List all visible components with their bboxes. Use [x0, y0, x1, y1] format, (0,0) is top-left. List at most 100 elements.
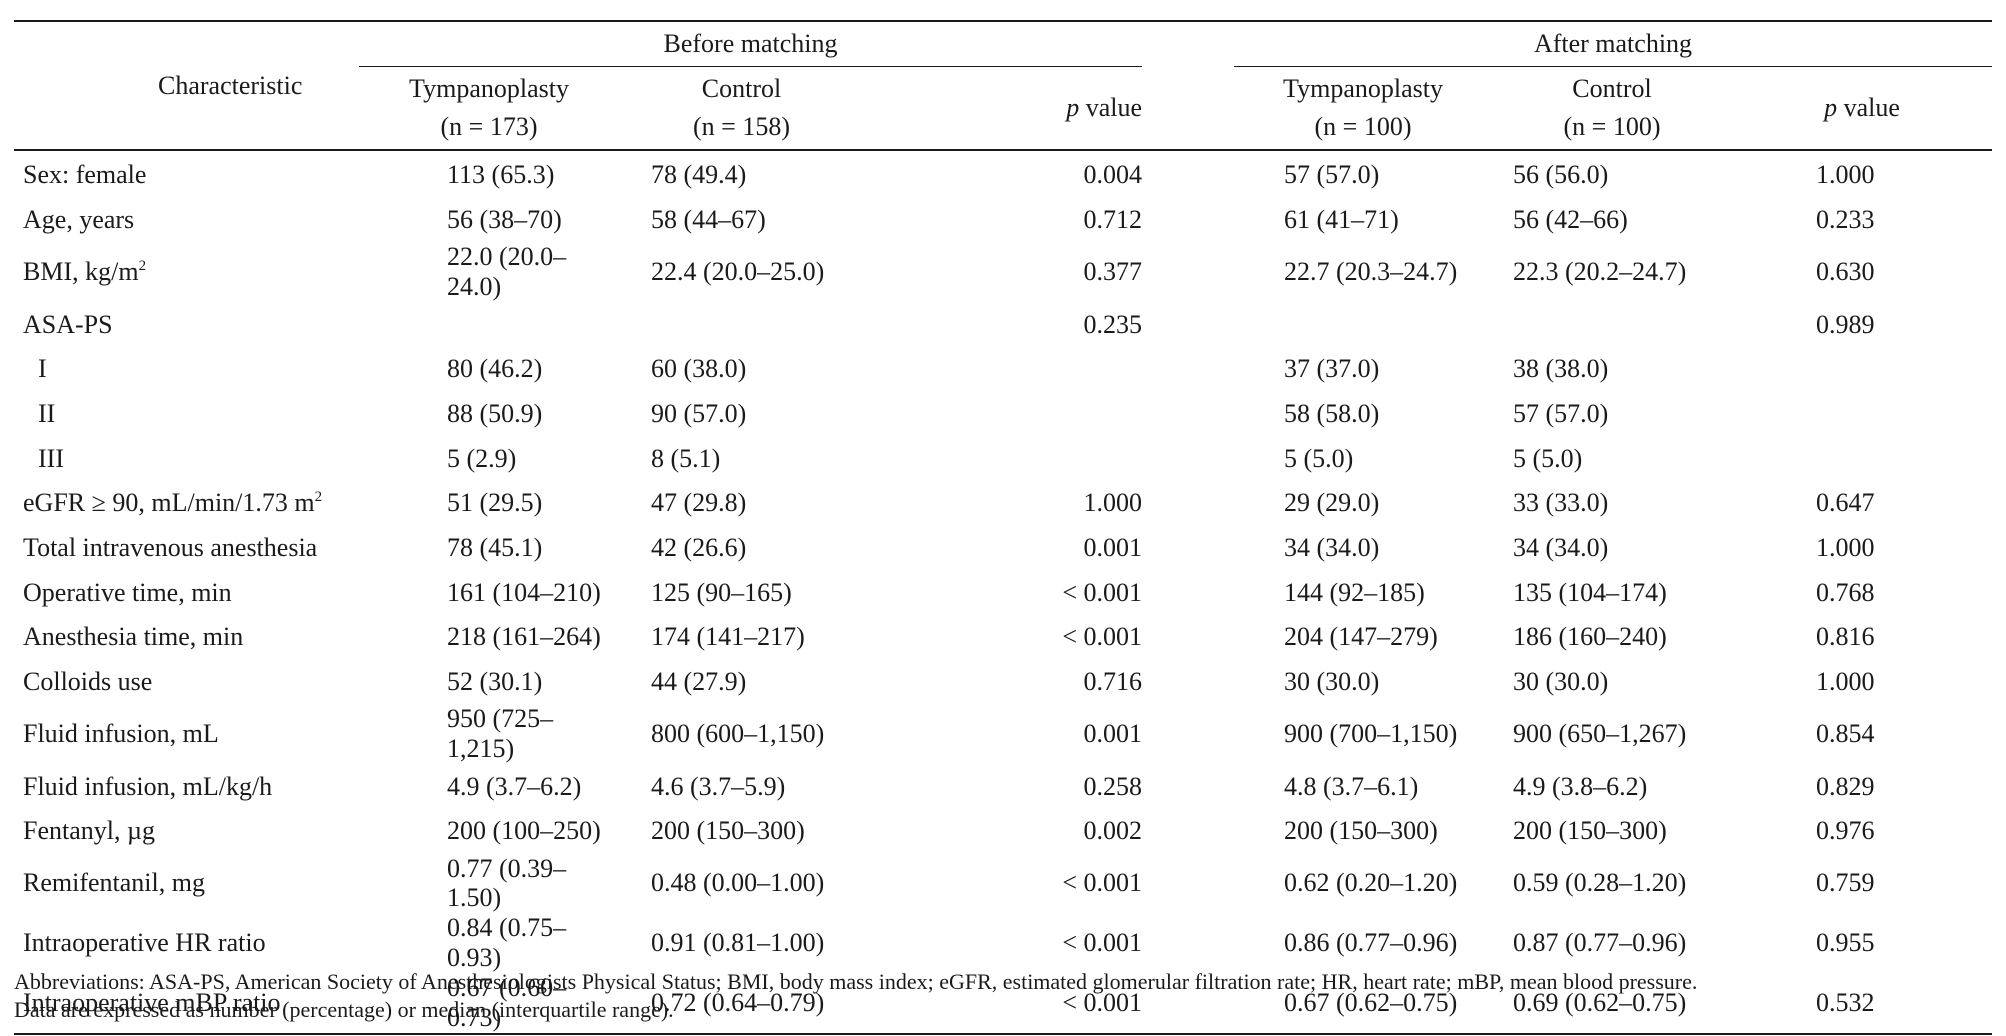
row-label-text: Operative time, min — [23, 578, 232, 607]
after-p-value-cell: 0.233 — [1732, 198, 1992, 243]
after-p-value-cell: 0.759 — [1732, 854, 1992, 914]
before-control-cell: 60 (38.0) — [619, 347, 864, 392]
before-tympanoplasty-cell: 80 (46.2) — [359, 347, 619, 392]
row-label: BMI, kg/m2 — [14, 242, 359, 302]
data-expression-note: Data are expressed as number (percentage… — [14, 996, 1697, 1024]
after-p-value-cell: 0.854 — [1732, 704, 1992, 764]
before-control-cell: 0.48 (0.00–1.00) — [619, 854, 864, 914]
row-label: Intraoperative HR ratio — [14, 913, 359, 973]
before-control-cell — [619, 302, 864, 347]
before-p-value-cell: 0.001 — [864, 526, 1142, 571]
after-control-cell: 56 (56.0) — [1492, 150, 1732, 198]
after-p-value-cell: 0.647 — [1732, 481, 1992, 526]
row-label: ASA-PS — [14, 302, 359, 347]
table-row: I 80 (46.2) 60 (38.0) 37 (37.0) 38 (38.0) — [14, 347, 1992, 392]
before-control-cell: 800 (600–1,150) — [619, 704, 864, 764]
after-p-value-cell: 0.816 — [1732, 615, 1992, 660]
before-p-value-cell: 1.000 — [864, 481, 1142, 526]
row-label-text: I — [38, 354, 47, 383]
after-p-value-cell: 1.000 — [1732, 526, 1992, 571]
row-label-text: Age, years — [23, 205, 134, 234]
before-p-value-cell: 0.258 — [864, 764, 1142, 809]
before-tympanoplasty-cell — [359, 302, 619, 347]
before-tympanoplasty-cell: 200 (100–250) — [359, 809, 619, 854]
after-p-value-cell — [1732, 392, 1992, 437]
row-label-text: Sex: female — [23, 160, 146, 189]
row-label-text: Intraoperative HR ratio — [23, 928, 266, 957]
header-after-control-n: (n = 100) — [1564, 112, 1661, 141]
characteristics-table: Characteristic Before matching After mat… — [14, 20, 1992, 1035]
after-tympanoplasty-cell: 200 (150–300) — [1234, 809, 1492, 854]
table-row: Fluid infusion, mL/kg/h 4.9 (3.7–6.2) 4.6 … — [14, 764, 1992, 809]
table-row: Total intravenous anesthesia 78 (45.1) 42 … — [14, 526, 1992, 571]
after-control-cell: 200 (150–300) — [1492, 809, 1732, 854]
row-label: Fluid infusion, mL — [14, 704, 359, 764]
after-control-cell: 34 (34.0) — [1492, 526, 1732, 571]
header-after-control: Control (n = 100) — [1492, 67, 1732, 151]
before-tympanoplasty-cell: 4.9 (3.7–6.2) — [359, 764, 619, 809]
row-label-text: eGFR ≥ 90, mL/min/1.73 m — [23, 488, 315, 517]
after-control-cell: 30 (30.0) — [1492, 660, 1732, 705]
after-p-value-cell: 0.630 — [1732, 242, 1992, 302]
row-label: I — [14, 347, 359, 392]
after-p-value-cell: 0.989 — [1732, 302, 1992, 347]
row-label: Operative time, min — [14, 570, 359, 615]
after-p-value-cell: 0.768 — [1732, 570, 1992, 615]
after-tympanoplasty-cell: 29 (29.0) — [1234, 481, 1492, 526]
before-control-cell: 174 (141–217) — [619, 615, 864, 660]
before-tympanoplasty-cell: 52 (30.1) — [359, 660, 619, 705]
before-p-value-cell: < 0.001 — [864, 854, 1142, 914]
table-row: Remifentanil, mg 0.77 (0.39–1.50) 0.48 (0.… — [14, 854, 1992, 914]
before-tympanoplasty-cell: 5 (2.9) — [359, 436, 619, 481]
before-control-cell: 42 (26.6) — [619, 526, 864, 571]
after-tympanoplasty-cell: 22.7 (20.3–24.7) — [1234, 242, 1492, 302]
row-label-text: Remifentanil, mg — [23, 868, 205, 897]
after-tympanoplasty-cell: 0.86 (0.77–0.96) — [1234, 913, 1492, 973]
before-tympanoplasty-cell: 113 (65.3) — [359, 150, 619, 198]
after-tympanoplasty-cell: 58 (58.0) — [1234, 392, 1492, 437]
table-row: Age, years 56 (38–70) 58 (44–67) 0.712 61 (4… — [14, 198, 1992, 243]
before-control-cell: 200 (150–300) — [619, 809, 864, 854]
before-control-cell: 8 (5.1) — [619, 436, 864, 481]
table-row: Sex: female 113 (65.3) 78 (49.4) 0.004 57 (5… — [14, 150, 1992, 198]
after-control-cell: 135 (104–174) — [1492, 570, 1732, 615]
after-tympanoplasty-cell — [1234, 302, 1492, 347]
row-label-superscript: 2 — [139, 258, 147, 274]
header-after-tympanoplasty-n: (n = 100) — [1315, 112, 1412, 141]
header-after-tympanoplasty: Tympanoplasty (n = 100) — [1234, 67, 1492, 151]
before-p-value-cell: 0.712 — [864, 198, 1142, 243]
table-row: Colloids use 52 (30.1) 44 (27.9) 0.716 30 (3… — [14, 660, 1992, 705]
after-control-cell: 186 (160–240) — [1492, 615, 1732, 660]
after-control-cell: 5 (5.0) — [1492, 436, 1732, 481]
before-p-value-cell: 0.716 — [864, 660, 1142, 705]
after-p-value-cell — [1732, 347, 1992, 392]
row-label: Anesthesia time, min — [14, 615, 359, 660]
header-control-label: Control — [702, 74, 781, 103]
before-tympanoplasty-cell: 218 (161–264) — [359, 615, 619, 660]
table-row: ASA-PS 0.235 0.989 — [14, 302, 1992, 347]
before-p-value-cell: < 0.001 — [864, 570, 1142, 615]
after-control-cell: 56 (42–66) — [1492, 198, 1732, 243]
before-tympanoplasty-cell: 56 (38–70) — [359, 198, 619, 243]
after-control-cell: 33 (33.0) — [1492, 481, 1732, 526]
table-row: III 5 (2.9) 8 (5.1) 5 (5.0) 5 (5.0) — [14, 436, 1992, 481]
row-label: Total intravenous anesthesia — [14, 526, 359, 571]
before-control-cell: 47 (29.8) — [619, 481, 864, 526]
table-row: Operative time, min 161 (104–210) 125 (90–… — [14, 570, 1992, 615]
row-label-text: Fentanyl, µg — [23, 816, 155, 845]
header-tympanoplasty-label: Tympanoplasty — [409, 74, 569, 103]
before-p-value-cell: < 0.001 — [864, 913, 1142, 973]
after-tympanoplasty-cell: 30 (30.0) — [1234, 660, 1492, 705]
row-label: Sex: female — [14, 150, 359, 198]
after-tympanoplasty-cell: 37 (37.0) — [1234, 347, 1492, 392]
before-tympanoplasty-cell: 0.84 (0.75–0.93) — [359, 913, 619, 973]
before-tympanoplasty-cell: 0.77 (0.39–1.50) — [359, 854, 619, 914]
table-row: II 88 (50.9) 90 (57.0) 58 (58.0) 57 (57.0) — [14, 392, 1992, 437]
before-control-cell: 90 (57.0) — [619, 392, 864, 437]
before-control-cell: 44 (27.9) — [619, 660, 864, 705]
table-row: BMI, kg/m2 22.0 (20.0–24.0) 22.4 (20.0–25.… — [14, 242, 1992, 302]
before-p-value-cell: < 0.001 — [864, 615, 1142, 660]
header-before-control: Control (n = 158) — [619, 67, 864, 151]
after-tympanoplasty-cell: 204 (147–279) — [1234, 615, 1492, 660]
before-tympanoplasty-cell: 161 (104–210) — [359, 570, 619, 615]
